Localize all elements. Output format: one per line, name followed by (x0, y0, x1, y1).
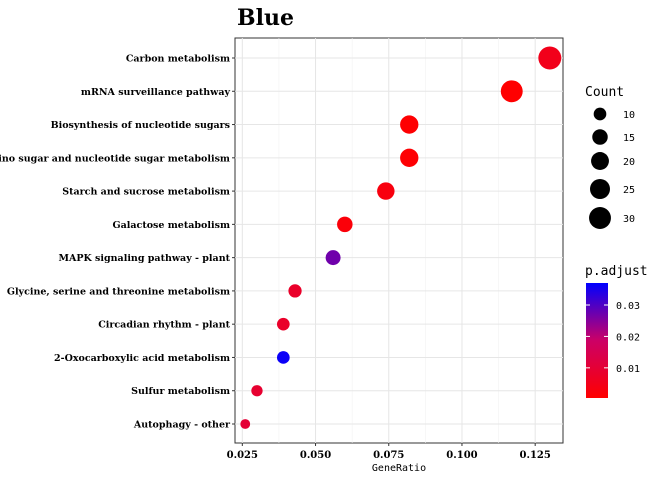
y-tick-label: Starch and sucrose metabolism (62, 187, 230, 198)
y-tick-label: MAPK signaling pathway - plant (58, 253, 230, 264)
count-legend-label: 30 (623, 214, 635, 225)
data-point (276, 317, 290, 331)
data-points (240, 46, 562, 429)
p-adjust-legend-label: 0.03 (616, 301, 640, 312)
count-legend-label: 15 (623, 133, 635, 144)
count-legend-key (593, 107, 607, 121)
count-legend-key (592, 129, 608, 145)
p-adjust-legend: p.adjust 0.01 0.02 0.03 (585, 264, 648, 398)
x-tick-label: 0.050 (300, 450, 331, 461)
count-legend-label: 20 (623, 157, 635, 168)
data-point (276, 351, 290, 364)
count-legend-key (591, 152, 609, 170)
y-tick-label: Galactose metabolism (113, 220, 230, 231)
data-point (500, 80, 523, 103)
count-legend-key (589, 207, 611, 229)
data-point (538, 46, 562, 70)
y-tick-label: Biosynthesis of nucleotide sugars (51, 120, 230, 131)
grid-lines (235, 38, 563, 443)
x-tick-label: 0.125 (520, 450, 551, 461)
count-legend-label: 10 (623, 110, 635, 121)
x-tick-label: 0.075 (373, 450, 404, 461)
p-adjust-legend-label: 0.02 (616, 332, 640, 343)
p-adjust-legend-title: p.adjust (585, 264, 648, 279)
count-legend-label: 25 (623, 185, 635, 196)
plot-panel (234, 37, 564, 444)
count-legend-key (590, 179, 610, 199)
y-tick-label: 2-Oxocarboxylic acid metabolism (54, 353, 230, 364)
x-tick-label: 0.100 (446, 450, 477, 461)
y-tick-label: Circadian rhythm - plant (98, 320, 230, 331)
data-point (240, 419, 251, 429)
y-tick-label: Sulfur metabolism (131, 386, 230, 397)
x-tick-label: 0.025 (227, 450, 258, 461)
y-tick-label: mRNA surveillance pathway (81, 87, 231, 98)
data-point (337, 216, 353, 233)
x-axis-label: GeneRatio (372, 463, 426, 474)
chart-title: Blue (237, 5, 294, 31)
count-legend-title: Count (585, 85, 624, 100)
p-adjust-colorbar (586, 283, 608, 398)
y-axis: Carbon metabolism mRNA surveillance pathw… (0, 54, 235, 431)
y-tick-label: Carbon metabolism (126, 54, 230, 65)
p-adjust-legend-label: 0.01 (616, 364, 640, 375)
data-point (377, 182, 395, 200)
x-axis: 0.025 0.050 0.075 0.100 0.125 (227, 443, 551, 461)
count-legend: Count 10 15 20 25 30 (585, 85, 635, 229)
data-point (288, 284, 302, 298)
data-point (325, 250, 341, 266)
data-point (400, 115, 419, 134)
data-point (400, 148, 419, 167)
y-tick-label: Amino sugar and nucleotide sugar metabol… (0, 153, 230, 164)
data-point (251, 385, 263, 397)
y-tick-label: Autophagy - other (133, 420, 231, 431)
y-tick-label: Glycine, serine and threonine metabolism (7, 286, 230, 297)
